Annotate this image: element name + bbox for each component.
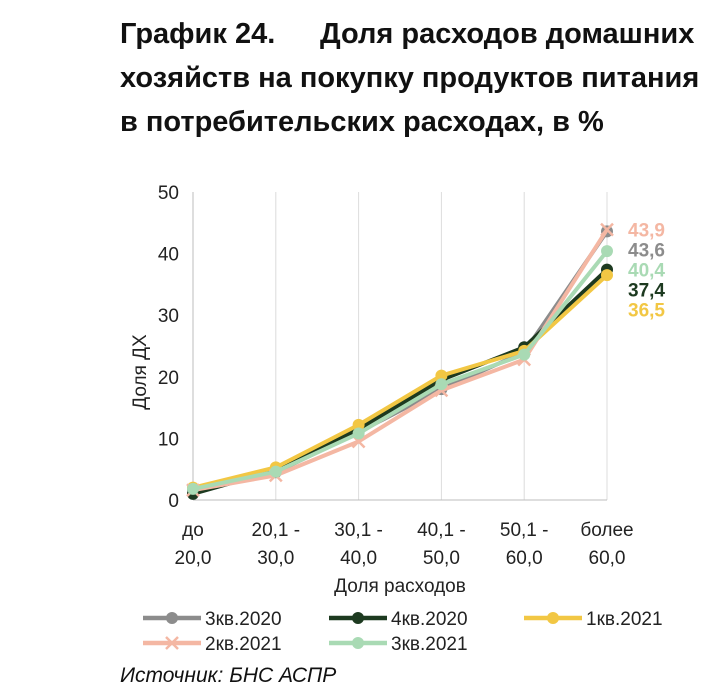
data-point-stroke: [600, 222, 614, 237]
series-line: [192, 268, 609, 496]
data-point: [600, 222, 614, 237]
chart-title-text: Доля расходов домашних хозяйств на покуп…: [120, 18, 700, 138]
legend-label: 3кв.2021: [391, 634, 468, 655]
data-point: [352, 612, 364, 624]
legend-label: 1кв.2021: [586, 609, 663, 630]
data-point: [165, 636, 179, 650]
end-labels: 43,943,640,437,436,5: [628, 221, 665, 322]
series-layer: [186, 222, 614, 500]
x-tick-label: 20,0: [175, 548, 212, 569]
axes: [192, 192, 607, 501]
x-tick-label: 40,1 -: [417, 520, 466, 541]
end-label: 37,4: [628, 281, 665, 302]
series-line: [192, 228, 609, 493]
x-tick-label: 50,0: [423, 548, 460, 569]
series-0: [187, 225, 613, 497]
data-point: [269, 465, 282, 478]
data-point: [352, 418, 365, 431]
y-tick-labels: 0 10 20 30 40 50: [158, 183, 179, 512]
data-point: [187, 482, 199, 495]
legend-item: 3кв.2021: [329, 634, 468, 655]
x-tick-label: 60,0: [589, 548, 626, 569]
series-4: [187, 245, 613, 495]
y-axis-label: Доля ДХ: [130, 334, 151, 410]
x-axis-label: Доля расходов: [334, 576, 466, 597]
data-point: [166, 612, 178, 624]
data-point: [435, 378, 448, 391]
end-label: 43,6: [628, 241, 665, 262]
data-point: [518, 348, 531, 361]
series-line: [192, 249, 609, 491]
x-tick-label: 40,0: [340, 548, 377, 569]
x-tick-label: 30,1 -: [334, 520, 383, 541]
series-line: [192, 273, 609, 490]
x-tick-label: до: [182, 520, 204, 541]
x-tick-label: 20,1 -: [252, 520, 301, 541]
y-tick-label: 10: [158, 429, 179, 450]
legend-label: 4кв.2020: [391, 609, 468, 630]
series-3: [186, 222, 614, 498]
y-tick-label: 30: [158, 306, 179, 327]
data-point: [601, 245, 613, 258]
legend-label: 3кв.2020: [205, 609, 282, 630]
end-label: 40,4: [628, 261, 665, 282]
end-label: 43,9: [628, 221, 665, 242]
legend-item: 1кв.2021: [524, 609, 663, 630]
y-tick-label: 0: [168, 491, 179, 512]
legend-item: 4кв.2020: [329, 609, 468, 630]
chart-title: График 24. Доля расходов домашних хозяйст…: [120, 12, 710, 144]
legend-label: 2кв.2021: [205, 634, 282, 655]
legend: 3кв.2020 4кв.2020 1кв.2021 2кв.2021 3кв.2021: [143, 609, 663, 655]
data-point: [352, 427, 365, 440]
x-tick-label: 60,0: [506, 548, 543, 569]
data-point: [352, 637, 364, 649]
data-point: [547, 612, 559, 624]
chart-number: График 24.: [120, 18, 276, 50]
y-tick-label: 50: [158, 183, 179, 204]
series-line: [192, 230, 609, 493]
data-point-stroke: [165, 636, 179, 650]
data-point: [435, 369, 448, 382]
legend-item: 2кв.2021: [143, 634, 282, 655]
x-tick-label: 30,0: [257, 548, 294, 569]
y-tick-label: 20: [158, 368, 179, 389]
x-tick-labels: до 20,0 20,1 - 30,0 30,1 - 40,0 40,1 - 50,0 50,1…: [175, 520, 634, 569]
x-tick-label: более: [580, 520, 633, 541]
end-label: 36,5: [628, 301, 665, 322]
series-1: [187, 263, 613, 500]
data-point: [601, 269, 613, 282]
series-2: [187, 269, 613, 494]
legend-item: 3кв.2020: [143, 609, 282, 630]
x-tick-label: 50,1 -: [500, 520, 549, 541]
source-note: Источник: БНС АСПР: [120, 664, 337, 687]
y-tick-label: 40: [158, 245, 179, 266]
